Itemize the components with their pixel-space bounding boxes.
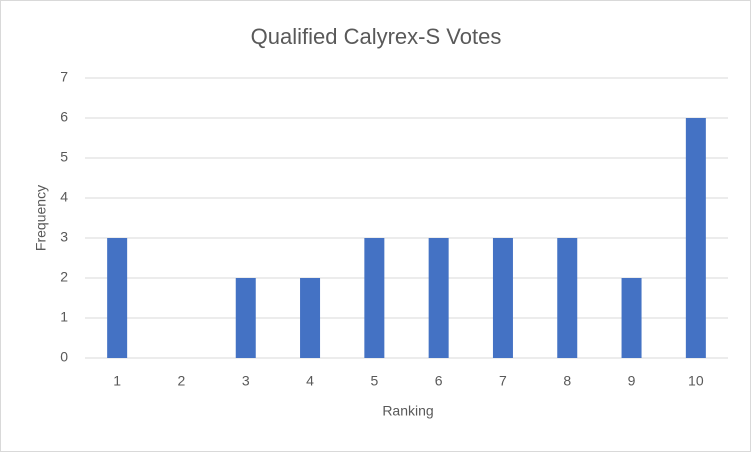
x-tick-label: 2	[178, 373, 186, 389]
bar	[685, 118, 706, 358]
bar	[492, 238, 513, 358]
y-axis-title: Frequency	[33, 185, 49, 251]
chart-title: Qualified Calyrex-S Votes	[251, 24, 502, 49]
x-tick-label: 8	[563, 373, 571, 389]
x-tick-label: 5	[370, 373, 378, 389]
bar	[364, 238, 385, 358]
x-tick-label: 6	[435, 373, 443, 389]
bar	[300, 278, 321, 358]
x-tick-label: 9	[628, 373, 636, 389]
bar	[107, 238, 128, 358]
y-tick-label: 5	[60, 149, 68, 165]
x-axis-title: Ranking	[382, 403, 433, 419]
bar	[621, 278, 642, 358]
x-tick-label: 3	[242, 373, 250, 389]
bar	[428, 238, 449, 358]
y-tick-label: 3	[60, 229, 68, 245]
x-tick-label: 10	[688, 373, 704, 389]
y-tick-label: 4	[60, 189, 68, 205]
y-tick-label: 2	[60, 269, 68, 285]
x-tick-label: 4	[306, 373, 314, 389]
x-tick-label: 1	[113, 373, 121, 389]
y-tick-label: 1	[60, 309, 68, 325]
bar	[235, 278, 256, 358]
y-tick-label: 6	[60, 109, 68, 125]
bar	[557, 238, 578, 358]
y-tick-label: 7	[60, 69, 68, 85]
x-tick-label: 7	[499, 373, 507, 389]
y-tick-label: 0	[60, 349, 68, 365]
